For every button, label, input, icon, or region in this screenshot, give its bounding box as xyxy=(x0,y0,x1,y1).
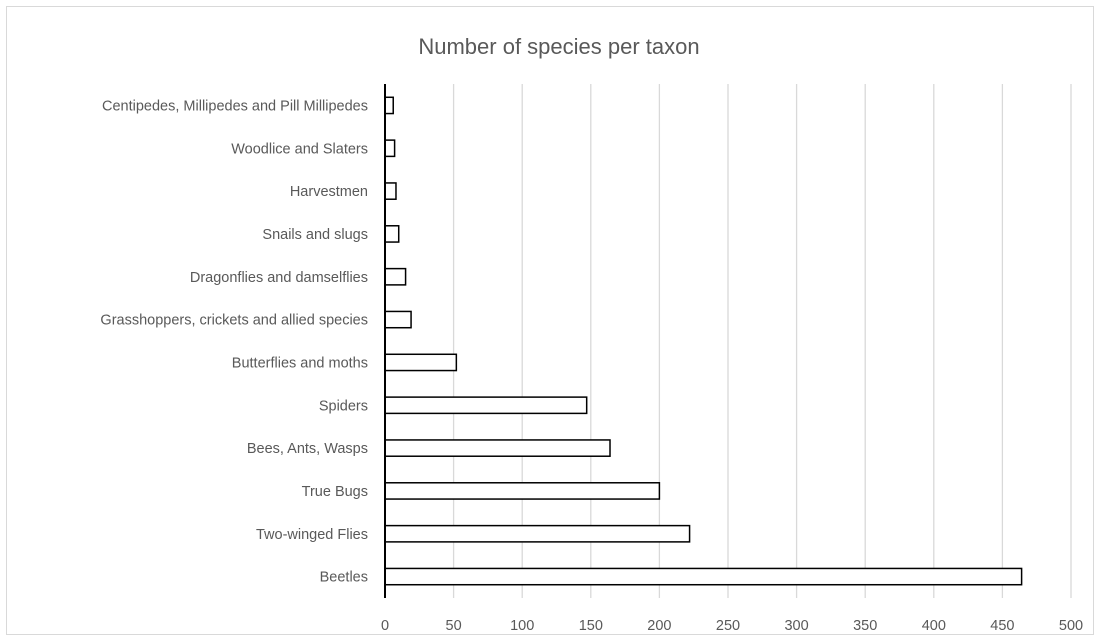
x-tick-label-250: 250 xyxy=(716,618,740,634)
x-tick-label-300: 300 xyxy=(784,618,808,634)
x-tick-label-150: 150 xyxy=(579,618,603,634)
x-tick-label-50: 50 xyxy=(446,618,462,634)
bar-8 xyxy=(384,225,400,243)
x-tick-label-100: 100 xyxy=(510,618,534,634)
bar-4 xyxy=(384,396,588,415)
gridlines xyxy=(452,84,1072,598)
bar-1 xyxy=(384,524,691,543)
bar-3 xyxy=(384,439,611,457)
category-label-10: Woodlice and Slaters xyxy=(231,141,368,157)
bar-0 xyxy=(384,567,1023,586)
bar-6 xyxy=(384,310,412,329)
x-tick-label-350: 350 xyxy=(853,618,877,634)
category-label-5: Butterflies and moths xyxy=(232,355,368,371)
bar-10 xyxy=(384,139,396,158)
bar-5 xyxy=(384,353,458,372)
x-tick-label-450: 450 xyxy=(990,618,1014,634)
bar-9 xyxy=(384,182,397,200)
bar-11 xyxy=(384,96,394,115)
category-label-8: Snails and slugs xyxy=(262,227,368,243)
x-tick-label-0: 0 xyxy=(381,618,389,634)
category-label-11: Centipedes, Millipedes and Pill Milliped… xyxy=(102,98,368,114)
tick-labels: 0 50 100 150 200 250 300 350 400 450 500 xyxy=(381,618,1083,634)
category-labels: Beetles Two-winged Flies True Bugs Bees, An… xyxy=(100,98,368,585)
chart-title: Number of species per taxon xyxy=(418,34,699,59)
bar-2 xyxy=(384,482,661,500)
category-label-4: Spiders xyxy=(319,398,368,414)
category-label-3: Bees, Ants, Wasps xyxy=(247,441,368,457)
category-label-1: Two-winged Flies xyxy=(256,527,368,543)
category-label-6: Grasshoppers, crickets and allied specie… xyxy=(100,313,368,329)
category-label-7: Dragonflies and damselflies xyxy=(190,270,368,286)
bars xyxy=(384,96,1023,586)
category-label-9: Harvestmen xyxy=(290,184,368,200)
x-tick-label-200: 200 xyxy=(647,618,671,634)
category-label-0: Beetles xyxy=(320,570,368,586)
category-label-2: True Bugs xyxy=(302,484,368,500)
x-tick-label-400: 400 xyxy=(922,618,946,634)
bar-7 xyxy=(384,267,407,286)
x-tick-label-500: 500 xyxy=(1059,618,1083,634)
